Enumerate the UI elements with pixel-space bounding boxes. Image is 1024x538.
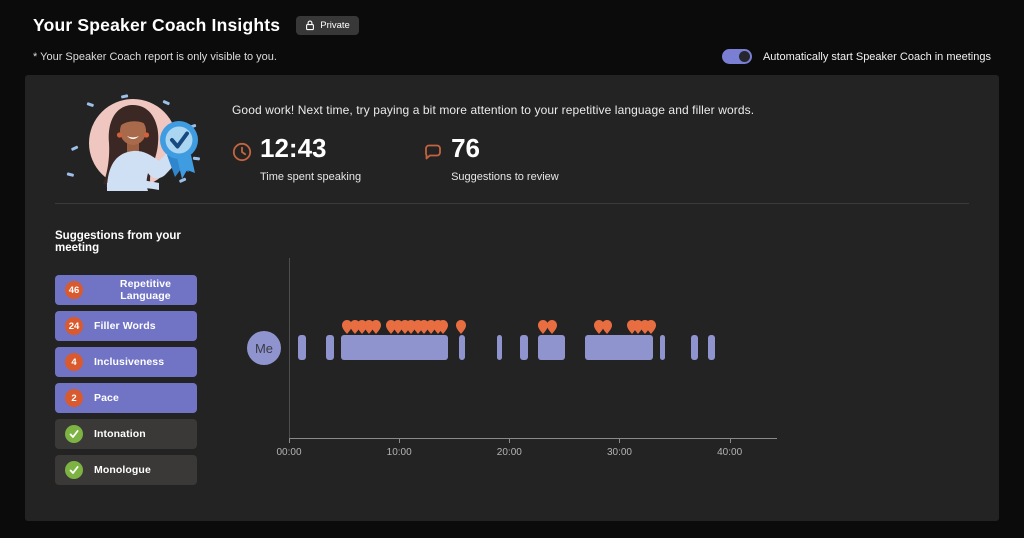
suggestion-filter-filler-words[interactable]: 24 Filler Words: [55, 311, 197, 341]
suggestions-list: 46 Repetitive Language 24 Filler Words 4 Incl…: [55, 275, 197, 485]
suggestions-count-value: 76: [451, 133, 481, 163]
suggestion-filter-repetitive-language[interactable]: 46 Repetitive Language: [55, 275, 197, 305]
x-axis-line: [289, 438, 777, 439]
check-icon: [65, 425, 83, 443]
suggestion-filter-label: Repetitive Language: [119, 278, 172, 302]
suggestions-section: Suggestions from your meeting 46 Repetiti…: [55, 230, 969, 491]
private-badge-label: Private: [320, 20, 350, 31]
coach-feedback-message: Good work! Next time, try paying a bit m…: [232, 103, 755, 117]
x-axis-tick-label: 40:00: [717, 447, 743, 458]
page-header: Your Speaker Coach Insights Private * Yo…: [0, 0, 1024, 64]
speaking-segment: [326, 335, 335, 360]
suggestion-marker[interactable]: [438, 320, 449, 334]
speaking-segment: [458, 335, 466, 360]
suggestion-count-badge: 24: [65, 317, 83, 335]
suggestion-marker[interactable]: [455, 320, 466, 334]
y-axis-line: [289, 258, 290, 438]
time-spent-label: Time spent speaking: [260, 170, 362, 183]
x-axis-tick-label: 00:00: [276, 447, 302, 458]
suggestion-filter-label: Monologue: [94, 464, 151, 476]
suggestion-filter-intonation[interactable]: Intonation: [55, 419, 197, 449]
x-axis-tick-label: 10:00: [386, 447, 412, 458]
suggestion-filter-label: Intonation: [94, 428, 146, 440]
suggestion-marker[interactable]: [371, 320, 382, 334]
suggestions-count-label: Suggestions to review: [451, 170, 559, 183]
suggestion-filter-inclusiveness[interactable]: 4 Inclusiveness: [55, 347, 197, 377]
speaking-segment: [691, 335, 698, 360]
page-title: Your Speaker Coach Insights: [33, 15, 281, 35]
suggestion-filter-label: Filler Words: [94, 320, 156, 332]
suggestion-count-badge: 4: [65, 353, 83, 371]
suggestions-heading: Suggestions from your meeting: [55, 230, 181, 254]
private-badge: Private: [296, 16, 359, 35]
section-divider: [55, 203, 969, 204]
speaking-segment: [585, 335, 653, 360]
suggestion-filter-pace[interactable]: 2 Pace: [55, 383, 197, 413]
time-spent-value: 12:43: [260, 133, 327, 163]
speaking-segment: [660, 335, 665, 360]
x-axis-tick: [729, 438, 731, 443]
auto-start-setting: Automatically start Speaker Coach in mee…: [721, 49, 991, 64]
speaking-segment: [340, 335, 448, 360]
suggestion-filter-label: Pace: [94, 392, 119, 404]
suggestion-count-badge: 2: [65, 389, 83, 407]
check-icon: [65, 461, 83, 479]
visibility-note: * Your Speaker Coach report is only visi…: [33, 50, 277, 63]
x-axis-tick: [509, 438, 511, 443]
suggestion-marker[interactable]: [602, 320, 613, 334]
clock-icon: [232, 142, 252, 183]
x-axis-tick: [289, 438, 290, 443]
suggestion-marker[interactable]: [593, 320, 604, 334]
speaking-segment: [520, 335, 529, 360]
x-axis-tick: [399, 438, 401, 443]
auto-start-toggle-label: Automatically start Speaker Coach in mee…: [762, 50, 991, 63]
suggestion-marker[interactable]: [547, 320, 558, 334]
lock-icon: [305, 20, 315, 31]
suggestion-marker[interactable]: [646, 320, 657, 334]
speaking-segment: [497, 335, 502, 360]
timeline-chart: Me 00:00 10:00 20:00 30:00 40:00: [247, 258, 969, 488]
stat-time-spent: 12:43 Time spent speaking: [232, 134, 361, 183]
speaking-segment: [707, 335, 716, 360]
speaking-segment: [297, 335, 306, 360]
toggle-knob: [738, 51, 750, 62]
suggestion-marker[interactable]: [538, 320, 549, 334]
comment-icon: [423, 142, 443, 183]
insights-card: Good work! Next time, try paying a bit m…: [25, 75, 999, 521]
suggestion-count-badge: 46: [65, 281, 83, 299]
suggestion-filter-label: Inclusiveness: [94, 356, 165, 368]
suggestion-filter-monologue[interactable]: Monologue: [55, 455, 197, 485]
timeline-plot: 00:00 10:00 20:00 30:00 40:00: [276, 258, 777, 463]
speaking-segment: [537, 335, 566, 360]
x-axis-tick: [619, 438, 621, 443]
stat-suggestions: 76 Suggestions to review: [423, 134, 559, 183]
x-axis-tick-label: 20:00: [496, 447, 522, 458]
me-avatar-label: Me: [254, 340, 274, 356]
x-axis-tick-label: 30:00: [606, 447, 632, 458]
auto-start-toggle[interactable]: [721, 49, 752, 64]
summary-section: Good work! Next time, try paying a bit m…: [55, 91, 969, 191]
me-avatar: Me: [247, 331, 281, 365]
award-illustration: [63, 91, 200, 191]
